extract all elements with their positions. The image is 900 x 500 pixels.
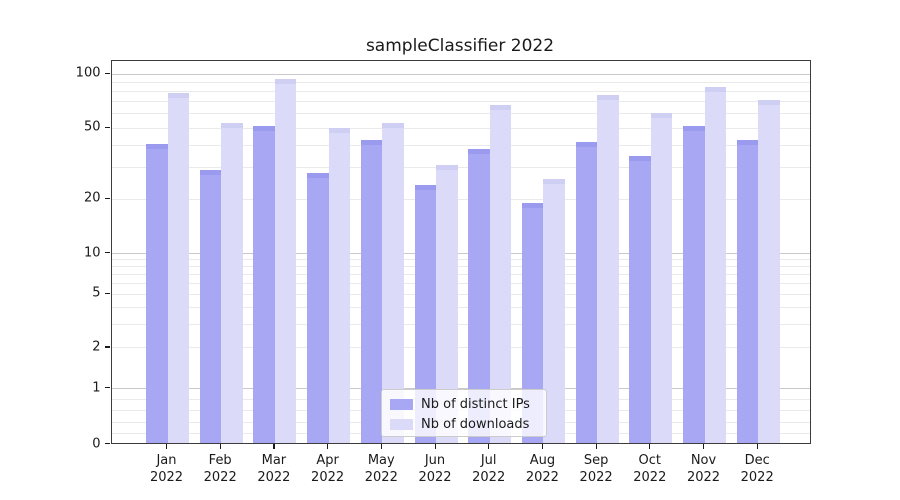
legend-label-distinct-ips: Nb of distinct IPs: [421, 396, 530, 412]
bar-jan-downloads: [167, 93, 189, 444]
gridline-y-1: [111, 388, 810, 389]
x-tick-label-aug: Aug 2022: [525, 452, 559, 485]
gridline-y-40: [111, 144, 810, 146]
bar-oct-distinct-ips: [629, 155, 651, 444]
bar-dec-downloads: [758, 99, 780, 444]
bar-dec-distinct-ips: [736, 139, 759, 444]
gridline-y-10: [111, 253, 810, 254]
bar-may-downloads: [382, 123, 404, 444]
x-tick-label-jan: Jan 2022: [149, 452, 184, 485]
bar-aug-distinct-ips: [521, 203, 544, 444]
x-tick-mark-jan: [166, 443, 168, 449]
y-tick-mark-20: [104, 197, 110, 200]
bar-feb-downloads: [221, 123, 243, 444]
y-tick-mark-5: [104, 292, 110, 294]
plot-area: [110, 59, 811, 444]
bar-jan-distinct-ips: [146, 143, 168, 444]
x-tick-label-nov: Nov 2022: [686, 452, 721, 485]
legend-item-distinct-ips: Nb of distinct IPs: [390, 396, 530, 412]
y-tick-mark-100: [104, 72, 110, 74]
gridline-y-4: [111, 306, 810, 308]
gridline-y-90: [111, 81, 810, 83]
y-tick-label-0: 0: [92, 436, 101, 451]
bar-apr-distinct-ips: [307, 173, 329, 444]
x-tick-mark-nov: [703, 443, 705, 449]
bar-feb-distinct-ips: [199, 170, 222, 444]
x-tick-mark-sep: [595, 443, 597, 449]
x-tick-mark-dec: [756, 443, 758, 449]
y-tick-label-2: 2: [92, 339, 101, 355]
bar-nov-downloads: [704, 86, 726, 444]
x-tick-mark-feb: [219, 443, 221, 449]
gridline-y-50: [111, 127, 810, 129]
x-tick-label-apr: Apr 2022: [311, 452, 345, 485]
legend-label-downloads: Nb of downloads: [421, 416, 530, 432]
x-tick-label-feb: Feb 2022: [203, 452, 237, 485]
y-tick-label-10: 10: [83, 245, 101, 260]
legend-swatch-downloads: [390, 418, 413, 430]
x-tick-mark-oct: [649, 443, 651, 449]
y-tick-mark-2: [104, 346, 110, 348]
x-tick-mark-may: [380, 443, 382, 449]
x-tick-mark-jul: [488, 443, 490, 449]
x-tick-label-jun: Jun 2022: [418, 452, 452, 485]
x-tick-label-jul: Jul 2022: [472, 452, 506, 485]
gridline-y-20: [111, 198, 810, 200]
bar-nov-distinct-ips: [683, 126, 705, 444]
x-tick-label-oct: Oct 2022: [633, 452, 667, 485]
bar-jun-distinct-ips: [414, 185, 436, 444]
y-tick-mark-50: [104, 126, 110, 128]
gridline-y-3: [111, 323, 810, 325]
x-tick-label-mar: Mar 2022: [257, 452, 291, 485]
y-tick-label-50: 50: [83, 119, 101, 135]
y-tick-label-100: 100: [75, 65, 101, 81]
gridline-y-2: [111, 347, 810, 349]
gridline-y-5: [111, 293, 810, 295]
x-tick-label-dec: Dec 2022: [740, 452, 774, 485]
gridline-y-9: [111, 259, 810, 261]
bar-sep-distinct-ips: [575, 141, 598, 444]
y-tick-mark-1: [104, 387, 110, 389]
x-tick-mark-apr: [327, 443, 329, 449]
y-tick-label-5: 5: [92, 285, 101, 301]
legend: Nb of distinct IPs Nb of downloads: [381, 389, 547, 437]
bar-jun-downloads: [436, 165, 458, 444]
bar-sep-downloads: [597, 95, 619, 444]
legend-item-downloads: Nb of downloads: [390, 416, 529, 432]
x-tick-mark-mar: [273, 443, 275, 449]
legend-swatch-distinct-ips: [390, 398, 413, 410]
bar-mar-downloads: [274, 78, 297, 444]
x-tick-mark-jun: [434, 443, 436, 449]
bar-oct-downloads: [650, 112, 673, 444]
gridline-y-6: [111, 282, 810, 284]
bar-jul-distinct-ips: [468, 149, 490, 444]
gridline-y-30: [111, 167, 810, 169]
gridline-y-60: [111, 113, 810, 115]
bar-may-distinct-ips: [360, 139, 383, 444]
x-tick-label-may: May 2022: [364, 452, 398, 485]
bar-mar-distinct-ips: [253, 126, 275, 444]
bar-jul-downloads: [489, 105, 512, 444]
x-tick-label-sep: Sep 2022: [579, 452, 613, 485]
x-tick-mark-aug: [541, 443, 544, 449]
y-tick-label-1: 1: [92, 380, 101, 395]
bar-aug-downloads: [543, 179, 565, 444]
chart-title: sampleClassifier 2022: [365, 36, 555, 56]
gridline-y-7: [111, 273, 810, 275]
y-tick-label-20: 20: [83, 190, 101, 206]
gridline-y-70: [111, 101, 810, 103]
y-tick-mark-10: [104, 252, 110, 254]
gridline-y-100: [111, 73, 810, 75]
bar-apr-downloads: [328, 128, 351, 444]
gridline-y-8: [111, 266, 810, 268]
y-tick-mark-0: [104, 443, 110, 445]
gridline-y-80: [111, 90, 810, 92]
